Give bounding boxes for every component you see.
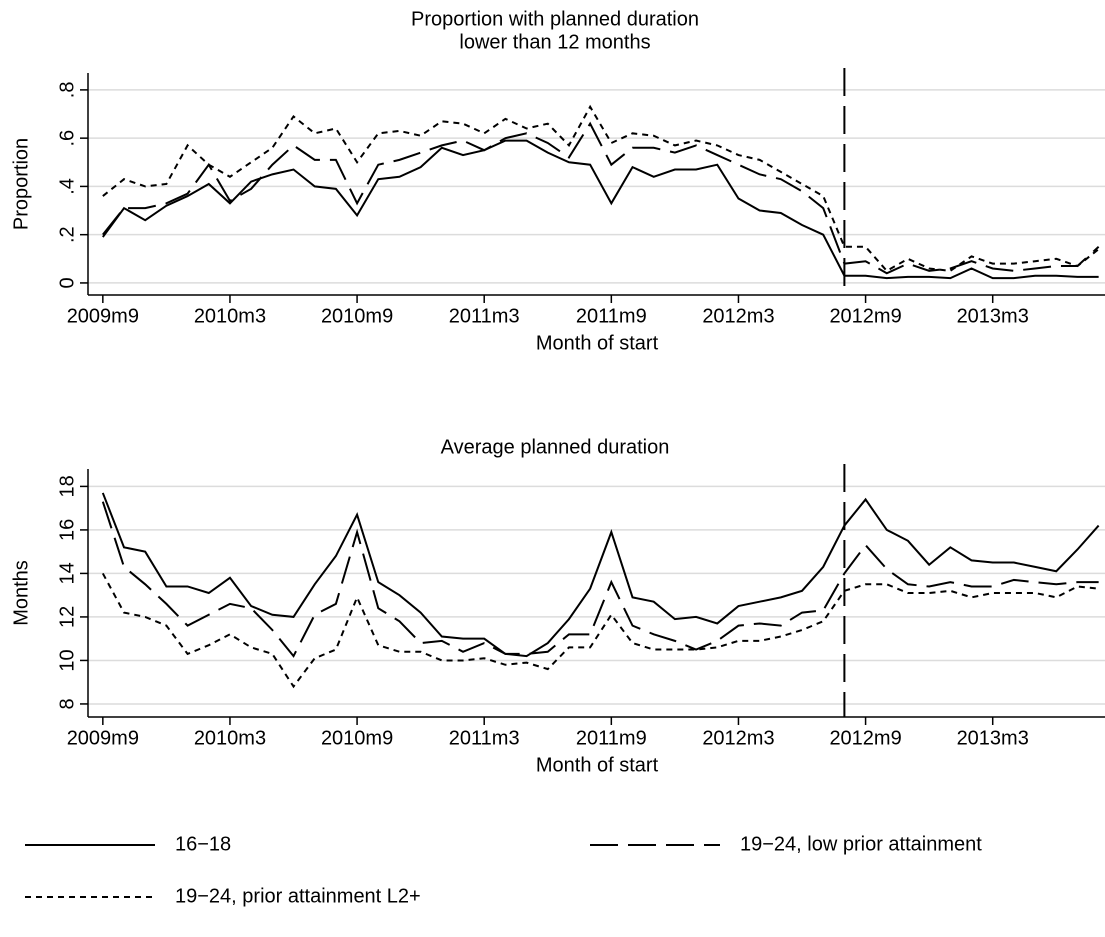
chart-title: Average planned duration xyxy=(441,436,670,458)
x-tick-label: 2010m3 xyxy=(194,727,266,749)
x-tick-label: 2011m9 xyxy=(576,727,647,749)
x-tick-label: 2013m3 xyxy=(957,305,1029,327)
x-axis-title: Month of start xyxy=(536,754,659,776)
y-tick-label: 18 xyxy=(56,475,78,497)
x-tick-label: 2012m9 xyxy=(829,727,901,749)
series-line xyxy=(101,572,1099,689)
x-tick-label: 2009m9 xyxy=(67,305,139,327)
y-axis-title: Proportion xyxy=(10,138,32,230)
y-tick-label: 10 xyxy=(56,649,78,671)
x-tick-label: 2012m3 xyxy=(702,727,774,749)
series-line xyxy=(102,139,1099,280)
x-tick-label: 2010m3 xyxy=(194,305,266,327)
y-tick-label: 0 xyxy=(56,277,78,288)
y-tick-label: .8 xyxy=(56,82,78,99)
legend-label: 19−24, low prior attainment xyxy=(740,833,982,855)
series-line xyxy=(102,121,1100,275)
y-axis-title: Months xyxy=(10,560,32,626)
x-axis-title: Month of start xyxy=(536,332,659,354)
x-tick-label: 2010m9 xyxy=(321,727,393,749)
x-tick-label: 2009m9 xyxy=(67,727,139,749)
y-tick-label: .6 xyxy=(56,130,78,147)
x-tick-label: 2011m3 xyxy=(449,727,520,749)
y-tick-label: .2 xyxy=(56,226,78,243)
series-line xyxy=(101,492,1100,658)
x-tick-label: 2011m3 xyxy=(449,305,520,327)
x-tick-label: 2013m3 xyxy=(957,727,1029,749)
y-tick-label: 14 xyxy=(56,562,78,584)
y-tick-label: 16 xyxy=(56,519,78,541)
y-tick-label: 12 xyxy=(56,606,78,628)
series-line xyxy=(101,501,1099,658)
x-tick-label: 2012m9 xyxy=(829,305,901,327)
y-tick-label: .4 xyxy=(56,178,78,195)
x-tick-label: 2012m3 xyxy=(702,305,774,327)
y-tick-label: 8 xyxy=(56,698,78,709)
chart-title: Proportion with planned duration xyxy=(411,8,699,30)
legend-label: 19−24, prior attainment L2+ xyxy=(175,885,421,907)
series-line xyxy=(102,104,1100,273)
chart-title: lower than 12 months xyxy=(459,31,650,53)
x-tick-label: 2011m9 xyxy=(576,305,647,327)
x-tick-label: 2010m9 xyxy=(321,305,393,327)
legend-label: 16−18 xyxy=(175,833,231,855)
